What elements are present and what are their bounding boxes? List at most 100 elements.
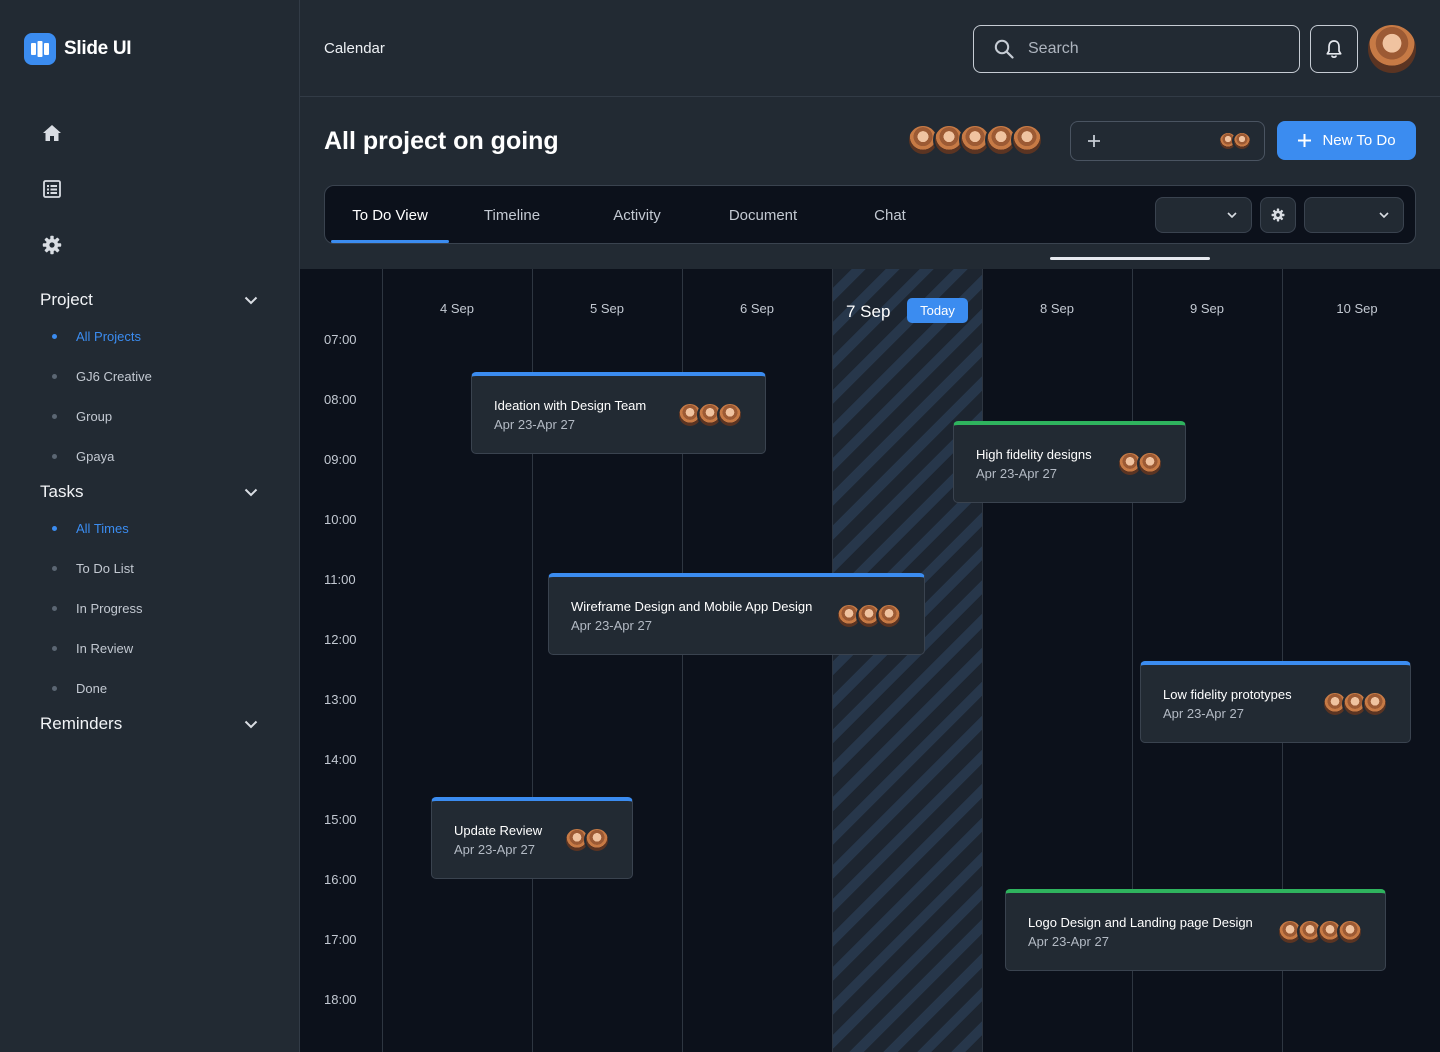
today-badge: Today — [907, 298, 968, 323]
sidebar-item-done[interactable]: Done — [52, 681, 107, 696]
grid-line — [832, 269, 833, 1052]
today-column — [832, 269, 982, 1052]
event-title: Logo Design and Landing page Design — [1028, 914, 1253, 930]
hour-label: 09:00 — [324, 452, 357, 467]
settings-button[interactable] — [1260, 197, 1296, 233]
user-avatar[interactable] — [1368, 25, 1416, 73]
event-card[interactable]: Update Review Apr 23-Apr 27 — [431, 797, 633, 879]
project-header: All project on going New To Do To Do Vie… — [300, 97, 1440, 269]
sidebar-item-all-projects[interactable]: All Projects — [52, 329, 141, 344]
hour-label: 10:00 — [324, 512, 357, 527]
event-assignees — [1277, 918, 1363, 945]
event-assignees — [564, 826, 610, 853]
filter-dropdown[interactable] — [1155, 197, 1252, 233]
horizontal-scrollbar[interactable] — [1050, 257, 1210, 260]
section-tasks[interactable]: Tasks — [40, 482, 258, 502]
event-dates: Apr 23-Apr 27 — [454, 841, 535, 857]
sidebar-item-label: Gpaya — [76, 449, 115, 464]
plus-icon — [1088, 135, 1100, 147]
sidebar-item-label: To Do List — [76, 561, 134, 576]
bullet — [52, 414, 57, 419]
search-box[interactable] — [973, 25, 1300, 73]
avatar — [1362, 690, 1388, 717]
hour-label: 08:00 — [324, 392, 357, 407]
notifications-button[interactable] — [1310, 25, 1358, 73]
event-title: Ideation with Design Team — [494, 397, 647, 413]
sidebar-item-in-progress[interactable]: In Progress — [52, 601, 142, 616]
view-dropdown[interactable] — [1304, 197, 1404, 233]
day-header[interactable]: 10 Sep — [1336, 301, 1378, 316]
tab-chat[interactable]: Chat — [835, 186, 945, 244]
bullet — [52, 334, 57, 339]
event-dates: Apr 23-Apr 27 — [976, 465, 1057, 481]
bullet — [52, 686, 57, 691]
day-header[interactable]: 4 Sep — [440, 301, 474, 316]
sidebar-item-in-review[interactable]: In Review — [52, 641, 133, 656]
sidebar-item-label: In Review — [76, 641, 134, 656]
search-input[interactable] — [1028, 40, 1278, 58]
grid-line — [982, 269, 983, 1052]
event-card[interactable]: Low fidelity prototypes Apr 23-Apr 27 — [1140, 661, 1411, 743]
bullet — [52, 606, 57, 611]
sidebar-item-label: All Projects — [76, 329, 142, 344]
member-avatars[interactable] — [907, 124, 1043, 156]
hour-label: 17:00 — [324, 932, 357, 947]
event-card[interactable]: Ideation with Design Team Apr 23-Apr 27 — [471, 372, 766, 454]
home-icon[interactable] — [40, 121, 64, 145]
event-assignees — [677, 401, 743, 428]
section-reminders[interactable]: Reminders — [40, 714, 258, 734]
active-tab-indicator — [331, 240, 449, 243]
project-title: All project on going — [324, 127, 559, 155]
new-todo-button[interactable]: New To Do — [1277, 121, 1416, 160]
grid-line — [382, 269, 383, 1052]
sidebar-item-to-do-list[interactable]: To Do List — [52, 561, 134, 576]
tab-label: Timeline — [483, 206, 541, 224]
hour-label: 14:00 — [324, 752, 357, 767]
event-assignees — [1322, 690, 1388, 717]
logo[interactable]: Slide UI — [24, 33, 132, 65]
event-card[interactable]: Logo Design and Landing page Design Apr 2… — [1005, 889, 1386, 971]
list-icon[interactable] — [40, 177, 64, 201]
sidebar-item-group[interactable]: Group — [52, 409, 112, 424]
day-header-today[interactable]: 7 Sep — [846, 302, 891, 321]
sidebar-item-label: Group — [76, 409, 113, 424]
section-title: Reminders — [40, 714, 123, 733]
hour-label: 13:00 — [324, 692, 357, 707]
day-header[interactable]: 5 Sep — [590, 301, 624, 316]
grid-line — [1282, 269, 1283, 1052]
sidebar-item-gj6-creative[interactable]: GJ6 Creative — [52, 369, 152, 384]
tab-document[interactable]: Document — [705, 186, 821, 244]
day-header[interactable]: 6 Sep — [740, 301, 774, 316]
avatar — [1137, 450, 1163, 477]
section-project[interactable]: Project — [40, 290, 258, 310]
event-dates: Apr 23-Apr 27 — [1028, 933, 1109, 949]
bullet — [52, 526, 57, 531]
grid-line — [682, 269, 683, 1052]
tab-activity[interactable]: Activity — [581, 186, 693, 244]
add-member-button[interactable] — [1070, 121, 1265, 161]
event-card[interactable]: Wireframe Design and Mobile App Design Ap… — [548, 573, 925, 655]
sidebar-item-label: In Progress — [76, 601, 143, 616]
app-name: Slide UI — [64, 38, 132, 59]
chevron-down-icon — [244, 720, 258, 728]
sidebar-item-all-times[interactable]: All Times — [52, 521, 129, 536]
event-card[interactable]: High fidelity designs Apr 23-Apr 27 — [953, 421, 1186, 503]
member-avatars-small — [1218, 131, 1252, 151]
hour-label: 18:00 — [324, 992, 357, 1007]
event-dates: Apr 23-Apr 27 — [1163, 705, 1244, 721]
avatar — [717, 401, 743, 428]
day-header[interactable]: 8 Sep — [1040, 301, 1074, 316]
tab-label: Document — [728, 206, 798, 224]
avatar — [584, 826, 610, 853]
sidebar-item-label: GJ6 Creative — [76, 369, 152, 384]
tab-to-do-view[interactable]: To Do View — [331, 186, 449, 244]
tab-label: To Do View — [352, 206, 428, 224]
sidebar-item-gpaya[interactable]: Gpaya — [52, 449, 114, 464]
hour-label: 16:00 — [324, 872, 357, 887]
day-header[interactable]: 9 Sep — [1190, 301, 1224, 316]
bullet — [52, 566, 57, 571]
gear-icon[interactable] — [40, 233, 64, 257]
plus-icon — [1298, 134, 1312, 147]
chevron-down-icon — [244, 296, 258, 304]
tab-timeline[interactable]: Timeline — [455, 186, 569, 244]
